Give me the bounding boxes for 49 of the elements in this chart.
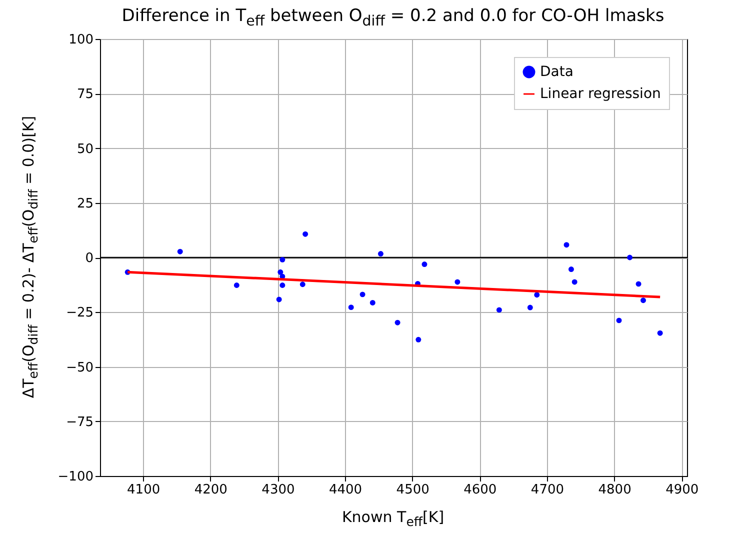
- x-tick-label: 4800: [598, 482, 632, 498]
- y-tick-label: 0: [85, 251, 94, 266]
- point: [564, 242, 570, 248]
- point: [276, 296, 282, 302]
- y-tick-label: 75: [76, 87, 94, 102]
- y-tick-label: −50: [66, 360, 94, 376]
- point: [360, 292, 366, 298]
- y-tick-label: −25: [66, 306, 94, 321]
- x-tick-label: 4300: [262, 482, 295, 498]
- point: [527, 304, 533, 310]
- point: [422, 262, 428, 268]
- y-tick-label: 25: [76, 196, 94, 212]
- point: [534, 292, 540, 298]
- point: [657, 330, 663, 336]
- point: [640, 298, 646, 304]
- x-axis-title: Known T$_{eff}$[K]: [342, 508, 444, 529]
- legend-label: Linear regression: [540, 86, 661, 102]
- point: [348, 304, 354, 310]
- y-tick-label: −75: [66, 414, 94, 430]
- x-tick-label: 4600: [464, 482, 497, 498]
- point: [378, 251, 384, 257]
- point: [302, 231, 308, 237]
- point: [370, 300, 376, 306]
- x-tick-label: 4200: [194, 482, 228, 498]
- y-tick-label: −100: [58, 470, 94, 484]
- y-tick-label: 50: [76, 142, 94, 157]
- point: [300, 282, 306, 288]
- y-tick-label: 100: [68, 32, 94, 48]
- x-tick-label: 4100: [127, 482, 160, 498]
- legend-label: Data: [540, 64, 574, 80]
- point: [416, 336, 422, 342]
- point: [177, 248, 183, 254]
- point: [636, 281, 642, 287]
- point: [496, 307, 502, 313]
- point: [572, 279, 578, 285]
- point: [278, 269, 284, 275]
- x-tick-label: 4700: [530, 482, 564, 498]
- point: [280, 256, 286, 262]
- point: [454, 279, 460, 285]
- chart-title: Difference in T$_{eff}$ between O$_{diff}$ = 0.2 and 0.0 for CO-OH lmasks: [122, 6, 664, 30]
- point: [627, 254, 633, 260]
- point: [394, 320, 400, 326]
- x-tick-label: 4400: [328, 482, 362, 498]
- point: [568, 266, 574, 272]
- x-tick-label: 4900: [666, 482, 699, 498]
- point: [616, 318, 622, 324]
- point: [280, 282, 286, 288]
- x-tick-label: 4500: [396, 482, 430, 498]
- point: [234, 282, 240, 288]
